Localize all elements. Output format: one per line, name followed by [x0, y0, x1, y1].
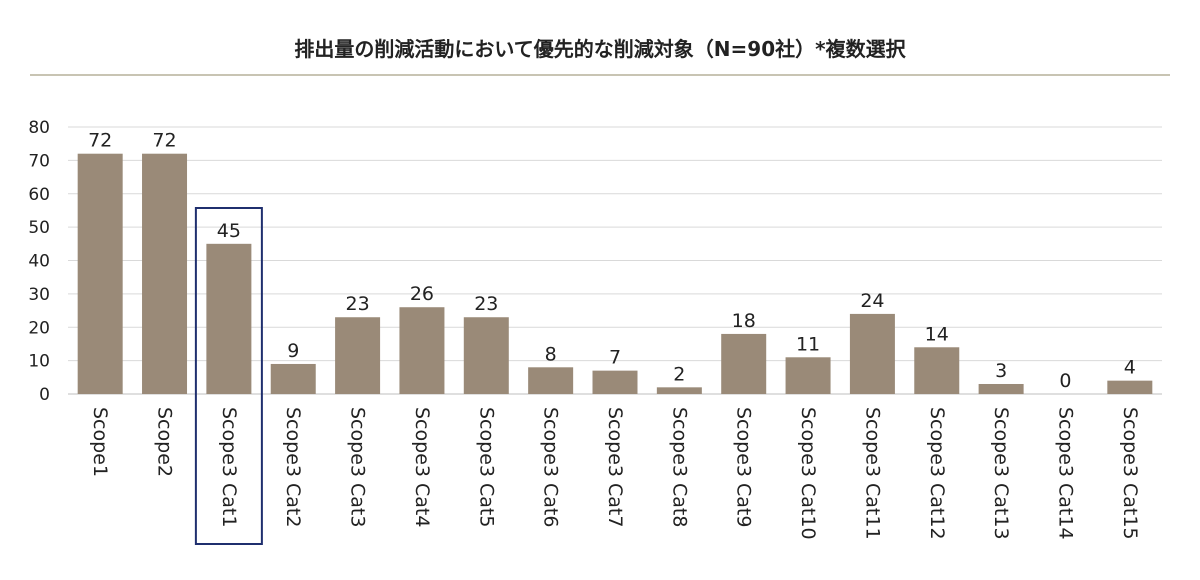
category-label: Scope3 Cat4 — [411, 407, 433, 527]
y-tick-label: 80 — [28, 118, 50, 138]
category-label: Scope2 — [154, 407, 176, 477]
y-tick-label: 60 — [28, 185, 50, 205]
data-label: 45 — [217, 220, 241, 242]
data-label: 0 — [1059, 370, 1071, 392]
category-label: Scope3 Cat10 — [797, 407, 819, 540]
y-tick-label: 10 — [28, 352, 50, 372]
bar — [785, 357, 831, 394]
category-label: Scope3 Cat14 — [1054, 407, 1076, 540]
category-label: Scope3 Cat2 — [282, 407, 304, 527]
y-tick-label: 0 — [39, 385, 50, 405]
category-label: Scope3 Cat6 — [540, 407, 562, 527]
y-tick-label: 70 — [28, 151, 50, 171]
data-label: 14 — [925, 323, 949, 345]
bar — [77, 153, 123, 394]
category-label: Scope3 Cat9 — [733, 407, 755, 527]
data-label: 24 — [860, 290, 884, 312]
bar — [270, 363, 316, 394]
category-label: Scope3 Cat7 — [604, 407, 626, 527]
bar — [528, 367, 574, 394]
data-label: 72 — [88, 130, 112, 152]
y-tick-label: 40 — [28, 252, 50, 272]
bar — [206, 243, 252, 394]
category-label: Scope3 Cat12 — [926, 407, 948, 540]
data-label: 8 — [545, 343, 557, 365]
category-label: Scope1 — [89, 407, 111, 477]
bar — [914, 347, 960, 394]
data-label: 3 — [995, 360, 1007, 382]
bar — [463, 317, 509, 394]
data-label: 4 — [1124, 357, 1136, 379]
y-axis-ticks: 0 10 20 30 40 50 60 70 80 — [28, 118, 50, 405]
category-label: Scope3 Cat15 — [1119, 407, 1141, 540]
bar — [142, 153, 188, 394]
bar — [335, 317, 381, 394]
highlight-rectangle — [194, 207, 263, 545]
category-label: Scope3 Cat5 — [475, 407, 497, 527]
bar — [849, 313, 895, 394]
data-label: 11 — [796, 333, 820, 355]
y-tick-label: 20 — [28, 318, 50, 338]
x-axis-categories: Scope1 Scope2 Scope3 Cat1 Scope3 Cat2 Scope3… — [89, 407, 1141, 540]
chart-title: 排出量の削減活動において優先的な削減対象（N=90社）*複数選択 — [294, 37, 906, 61]
category-label: Scope3 Cat13 — [990, 407, 1012, 540]
bar — [1107, 380, 1153, 394]
data-label: 72 — [152, 130, 176, 152]
data-label: 18 — [732, 310, 756, 332]
category-label: Scope3 Cat1 — [218, 407, 240, 527]
category-label: Scope3 Cat11 — [861, 407, 883, 540]
bar — [656, 387, 702, 394]
category-label: Scope3 Cat3 — [347, 407, 369, 527]
data-label: 23 — [474, 293, 498, 315]
y-tick-label: 30 — [28, 285, 50, 305]
bars — [77, 153, 1153, 394]
data-label: 9 — [287, 340, 299, 362]
y-tick-label: 50 — [28, 218, 50, 238]
data-label: 2 — [673, 363, 685, 385]
data-label: 7 — [609, 347, 621, 369]
data-label: 26 — [410, 283, 434, 305]
category-label: Scope3 Cat8 — [668, 407, 690, 527]
bar — [721, 333, 767, 394]
bar — [978, 383, 1024, 394]
bar — [592, 370, 638, 394]
highlight-box — [194, 207, 263, 545]
bar — [399, 307, 445, 394]
data-label: 23 — [345, 293, 369, 315]
